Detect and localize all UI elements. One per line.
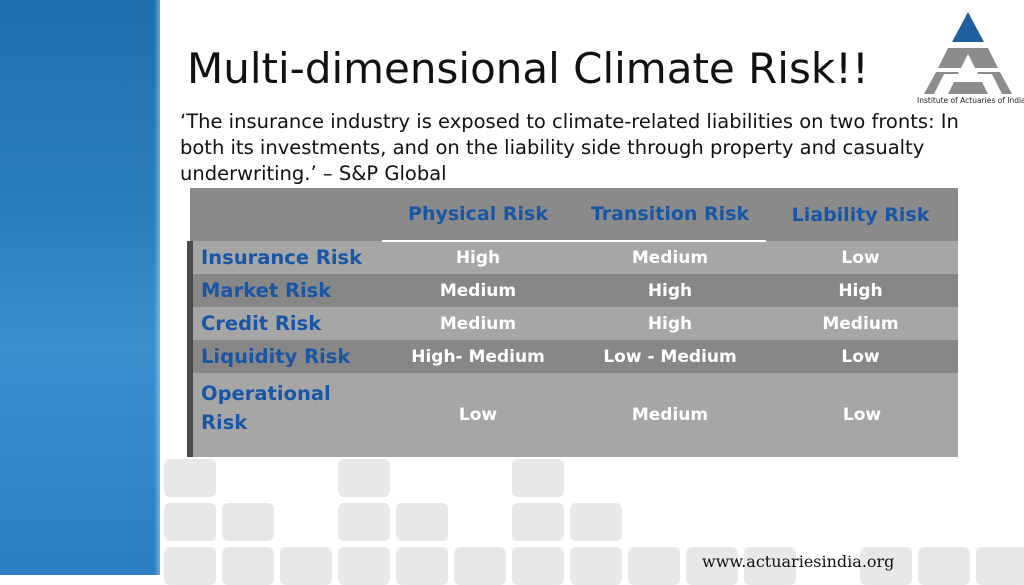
column-header-transition-risk: Transition Risk — [574, 188, 766, 242]
table-row: Liquidity Risk High- Medium Low - Medium… — [187, 340, 958, 373]
row-header-liquidity-risk: Liquidity Risk — [187, 340, 382, 373]
table-header-row: Physical Risk Transition Risk Liability … — [190, 188, 958, 242]
table-row: Credit Risk Medium High Medium — [187, 307, 958, 340]
table-cell: Medium — [766, 307, 958, 340]
table-cell: Medium — [382, 307, 574, 340]
table-cell: Medium — [574, 241, 766, 274]
row-header-credit-risk: Credit Risk — [187, 307, 382, 340]
logo-caption: Institute of Actuaries of India — [917, 96, 1024, 105]
slide-title: Multi-dimensional Climate Risk!! — [187, 44, 869, 93]
table-cell: Low — [766, 241, 958, 274]
risk-matrix-table: Physical Risk Transition Risk Liability … — [187, 188, 961, 457]
iai-triangle-logo-icon — [924, 12, 1012, 94]
row-header-operational-risk: Operational Risk — [187, 373, 382, 457]
table-cell: High — [766, 274, 958, 307]
column-header-physical-risk: Physical Risk — [382, 188, 574, 242]
row-header-market-risk: Market Risk — [187, 274, 382, 307]
table-cell: Low — [766, 373, 958, 457]
table-cell: High — [382, 241, 574, 274]
table-header-empty — [190, 188, 382, 241]
footer-website-link[interactable]: www.actuariesindia.org — [702, 552, 895, 571]
table-cell: Low — [766, 340, 958, 373]
table-cell: High- Medium — [382, 340, 574, 373]
table-cell: Medium — [382, 274, 574, 307]
table-row: Market Risk Medium High High — [187, 274, 958, 307]
left-decorative-band — [0, 0, 160, 575]
row-header-insurance-risk: Insurance Risk — [187, 241, 382, 274]
table-cell: Low — [382, 373, 574, 457]
table-row: Operational Risk Low Medium Low — [187, 373, 958, 457]
quote-text: ‘The insurance industry is exposed to cl… — [180, 110, 959, 185]
table-cell: Medium — [574, 373, 766, 457]
table-cell: Low - Medium — [574, 340, 766, 373]
table-cell: High — [574, 274, 766, 307]
table-row: Insurance Risk High Medium Low — [187, 241, 958, 274]
column-header-liability-risk: Liability Risk — [766, 188, 958, 241]
table-cell: High — [574, 307, 766, 340]
